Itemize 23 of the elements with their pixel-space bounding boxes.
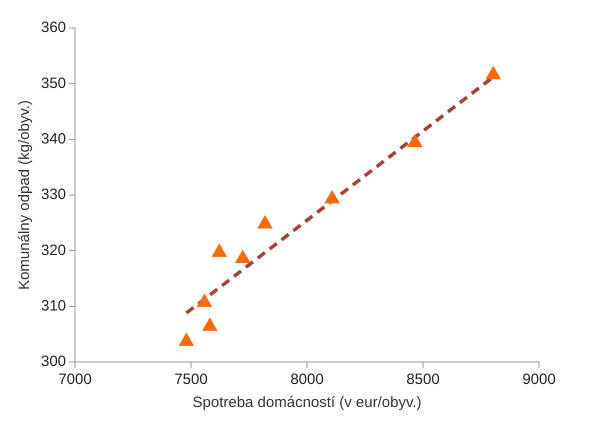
y-tick-label: 360 [40, 19, 66, 36]
point [197, 294, 212, 307]
x-axis-title: Spotreba domácností (v eur/obyv.) [192, 394, 422, 412]
point [486, 66, 501, 80]
point [407, 134, 422, 148]
y-axis-title: Komunálny odpad (kg/obyv.) [16, 100, 34, 290]
y-tick-label: 310 [40, 297, 66, 314]
x-tick-label: 7000 [58, 371, 92, 388]
x-tick-label: 9000 [522, 371, 556, 388]
point [235, 250, 250, 263]
point [202, 318, 218, 331]
y-tick-label: 300 [40, 353, 66, 370]
point [212, 244, 227, 257]
x-tick-label: 7500 [174, 371, 208, 388]
y-tick-label: 350 [40, 74, 66, 92]
point [258, 215, 272, 228]
y-tick-label: 340 [40, 130, 66, 148]
point [324, 190, 340, 204]
y-tick-label: 320 [40, 242, 66, 259]
y-tick-label: 330 [40, 186, 66, 204]
x-tick-label: 8500 [406, 371, 440, 388]
point [178, 332, 194, 346]
x-tick-label: 8000 [290, 371, 324, 388]
